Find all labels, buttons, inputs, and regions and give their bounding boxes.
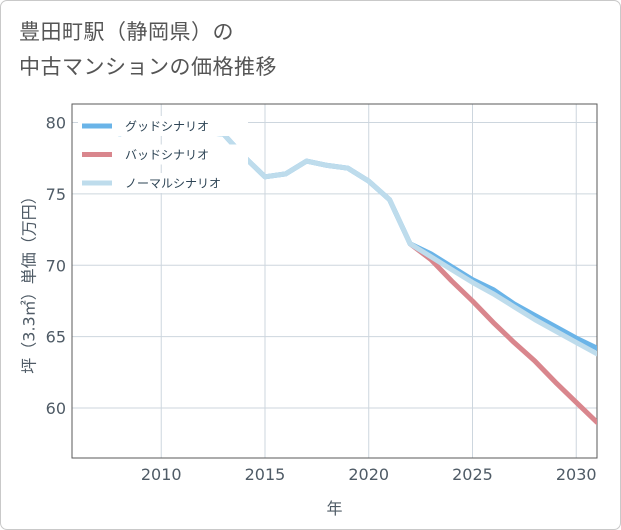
series-line-1 — [407, 241, 597, 425]
x-tick-label: 2025 — [452, 465, 493, 484]
legend-item-background — [78, 144, 248, 165]
x-tick-label: 2010 — [141, 465, 182, 484]
legend-label: バッドシナリオ — [125, 148, 209, 162]
y-tick-label: 65 — [46, 328, 66, 347]
chart-title-line-2: 中古マンションの価格推移 — [19, 55, 277, 79]
y-tick-label: 80 — [46, 114, 66, 133]
legend-item-background — [78, 173, 248, 193]
y-tick-label: 75 — [46, 185, 66, 204]
legend-item-background — [78, 116, 248, 136]
series-lines — [117, 120, 597, 425]
plot-frame — [71, 103, 598, 459]
y-tick-label: 70 — [46, 256, 66, 275]
x-tick-label: 2020 — [348, 465, 389, 484]
tick-labels: 2010 2015 2020 2025 2030 60 65 70 75 80 — [46, 114, 597, 484]
chart-title-line-1: 豊田町駅（静岡県）の — [19, 20, 234, 44]
legend-label: グッドシナリオ — [125, 120, 209, 134]
x-axis-label: 年 — [326, 499, 342, 518]
x-tick-label: 2030 — [556, 465, 597, 484]
legend-label: ノーマルシナリオ — [125, 177, 221, 191]
chart-title: 豊田町駅（静岡県）の 中古マンションの価格推移 — [19, 15, 277, 85]
x-tick-label: 2015 — [245, 465, 286, 484]
y-tick-label: 60 — [46, 399, 66, 418]
y-axis-label: 坪（3.3㎡）単価（万円） — [20, 188, 39, 373]
